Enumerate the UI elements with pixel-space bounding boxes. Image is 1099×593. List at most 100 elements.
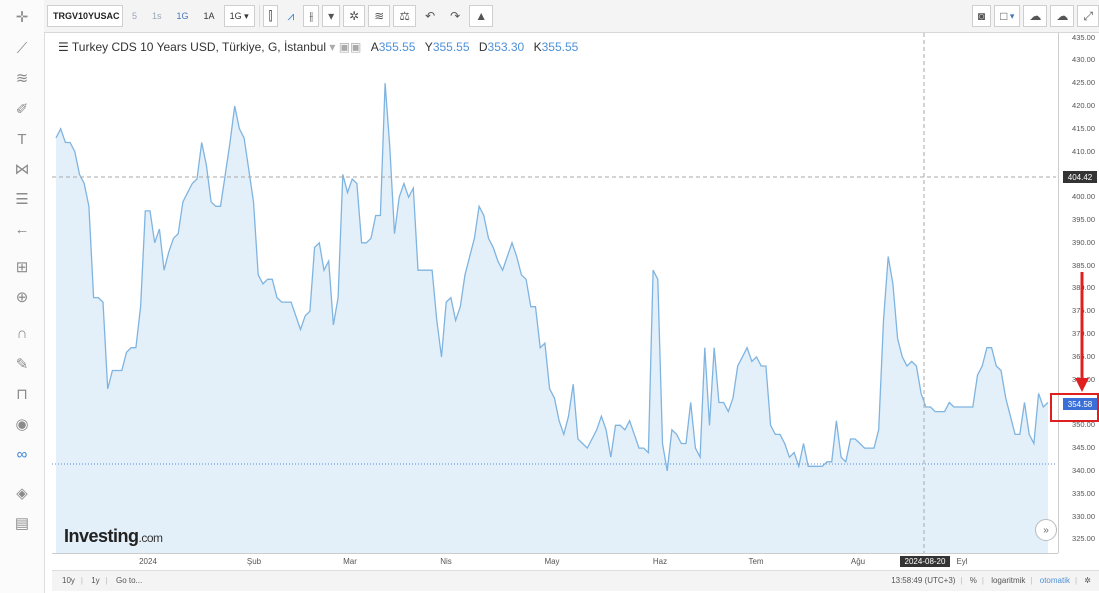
time-tick-label: Ağu [850, 557, 866, 566]
interval-select-label: 1G [229, 11, 242, 21]
time-tick-label: May [544, 557, 560, 566]
legend-close-value: 355.55 [541, 40, 579, 54]
layout-button[interactable]: □ ▾ [994, 5, 1021, 27]
text-tool-icon[interactable]: T [17, 130, 27, 148]
price-tick-label: 365.00 [1072, 351, 1095, 361]
time-tick-label: Mar [343, 557, 357, 566]
cloud-download-icon: ☁ [1029, 9, 1042, 23]
interval-select[interactable]: 1G ▾ [223, 5, 255, 27]
log-toggle[interactable]: logaritmik [991, 576, 1026, 585]
price-tick-label: 330.00 [1072, 511, 1095, 521]
parallel-lines-icon[interactable]: ≋ [15, 70, 29, 87]
drawing-toolbar: ✛ ⟋ ≋ ✐ T ⋈ ☰ ← ⊞ ⊕ ∩ ✎ ⊓ ◉ ∞ ◈ ▤ [0, 0, 45, 593]
magnet-icon[interactable]: ∩ [16, 324, 28, 342]
auto-toggle[interactable]: otomatik [1039, 576, 1070, 585]
time-tick-label: Nis [440, 557, 452, 566]
pattern-icon[interactable]: ⋈ [14, 161, 30, 178]
price-tick-label: 425.00 [1072, 78, 1095, 88]
indicators-dropdown[interactable]: ▾ [322, 5, 341, 27]
camera-icon: ◙ [977, 9, 986, 23]
brand-suffix: .com [138, 531, 164, 545]
chevron-down-icon: ▾ [328, 9, 335, 23]
area-chart-button[interactable]: ⩘ [281, 5, 300, 27]
bottom-bar: 10y | 1y | Go to... 13:58:49 (UTC+3) | % | l… [52, 570, 1099, 591]
interval-1a[interactable]: 1A [203, 11, 215, 21]
legend-low-value: 353.30 [487, 40, 525, 54]
time-tick-label: 2024 [139, 557, 157, 566]
layers-icon[interactable]: ◈ [16, 485, 28, 502]
right-tools: ◙ □ ▾ ☁ ☁ ⤢ [969, 5, 1099, 27]
fullscreen-icon: ⤢ [1083, 8, 1093, 23]
price-tick-label: 380.00 [1072, 283, 1095, 293]
undo-button[interactable]: ↶ [419, 5, 441, 27]
gear-icon[interactable]: ✲ [1084, 576, 1091, 585]
indicators-icon: ⫲ [309, 8, 314, 23]
time-tick-label: Haz [652, 557, 668, 566]
interval-1s[interactable]: 1s [152, 11, 162, 21]
legend-menu-icon[interactable]: ☰ [58, 40, 69, 54]
fibonacci-icon[interactable]: ☰ [15, 191, 29, 208]
legend-close-label: K [533, 40, 542, 54]
redo-button[interactable]: ↷ [444, 5, 466, 27]
alert-icon: ▲ [475, 9, 488, 23]
legend-title: Turkey CDS 10 Years USD, Türkiye, G, İst… [71, 40, 326, 54]
price-tick-label: 420.00 [1072, 100, 1095, 110]
price-tick-label: 435.00 [1072, 32, 1095, 42]
lock-icon[interactable]: ⊓ [16, 386, 28, 403]
price-chart[interactable] [52, 33, 1056, 553]
fullscreen-button[interactable]: ⤢ [1077, 5, 1099, 27]
candles-icon: ⫿ [268, 8, 273, 23]
snapshot-button[interactable]: ◙ [971, 5, 992, 27]
pencil-lock-icon[interactable]: ✎ [15, 356, 29, 373]
trend-line-icon[interactable]: ⟋ [16, 39, 28, 57]
crosshair-date-label: 2024-08-20 [900, 556, 950, 567]
legend-options-icon[interactable]: ▾ ▣▣ [329, 40, 362, 54]
symbol-input[interactable]: TRGV10YUSAC [47, 5, 123, 27]
price-tick-label: 340.00 [1072, 465, 1095, 475]
go-to-button[interactable]: Go to... [115, 576, 143, 585]
range-1y[interactable]: 1y [91, 576, 100, 585]
compare-icon: ≋ [374, 9, 385, 23]
percent-toggle[interactable]: % [969, 576, 977, 585]
time-tick-label: Eyl [956, 557, 968, 566]
time-tick-label: Şub [246, 557, 262, 566]
eye-icon[interactable]: ◉ [15, 416, 29, 433]
interval-1g-active[interactable]: 1G [176, 11, 189, 21]
interval-5[interactable]: 5 [132, 11, 138, 21]
brush-icon[interactable]: ✐ [15, 101, 29, 118]
range-10y[interactable]: 10y [62, 576, 75, 585]
legend-low-label: D [478, 40, 488, 54]
top-toolbar: TRGV10YUSAC 5 1s 1G 1A 1G ▾ ⫿ ⩘ ⫲ ▾ ✲ ≋ … [44, 0, 1099, 33]
price-tick-label: 430.00 [1072, 55, 1095, 65]
trash-icon[interactable]: ▤ [14, 515, 30, 532]
price-tick-label: 415.00 [1072, 123, 1095, 133]
zoom-in-icon[interactable]: ⊕ [15, 289, 29, 306]
candles-button[interactable]: ⫿ [262, 5, 279, 27]
price-line [55, 83, 1049, 472]
legend-high-label: Y [424, 40, 433, 54]
gear-icon: ✲ [349, 9, 360, 23]
legend-open-label: A [370, 40, 379, 54]
crosshair-icon[interactable]: ✛ [15, 9, 29, 26]
compare-button[interactable]: ≋ [368, 5, 391, 27]
chart-legend: ☰ Turkey CDS 10 Years USD, Türkiye, G, İ… [58, 40, 578, 54]
cloud-save-button[interactable]: ☁ [1050, 5, 1075, 27]
time-axis[interactable]: 2024 Şub Mar Nis May Haz Tem Ağu Eyl [52, 553, 1058, 570]
scroll-to-latest-button[interactable]: » [1035, 519, 1057, 541]
double-chevron-right-icon: » [1043, 524, 1049, 536]
back-arrow-icon[interactable]: ← [14, 220, 30, 238]
price-tick-label: 395.00 [1072, 215, 1095, 225]
price-tick-label: 390.00 [1072, 237, 1095, 247]
measure-icon[interactable]: ⊞ [15, 259, 29, 276]
annotation-arrow-head [1075, 378, 1089, 392]
price-tick-label: 335.00 [1072, 488, 1095, 498]
crosshair-price-label: 404.42 [1063, 171, 1097, 184]
clock-time: 13:58:49 (UTC+3) [891, 576, 956, 585]
link-icon[interactable]: ∞ [16, 445, 28, 463]
price-tick-label: 410.00 [1072, 146, 1095, 156]
settings-button[interactable]: ✲ [343, 5, 366, 27]
scale-button[interactable]: ⚖ [393, 5, 417, 27]
indicators-button[interactable]: ⫲ [303, 5, 320, 27]
cloud-load-button[interactable]: ☁ [1023, 5, 1048, 27]
alert-button[interactable]: ▲ [469, 5, 494, 27]
